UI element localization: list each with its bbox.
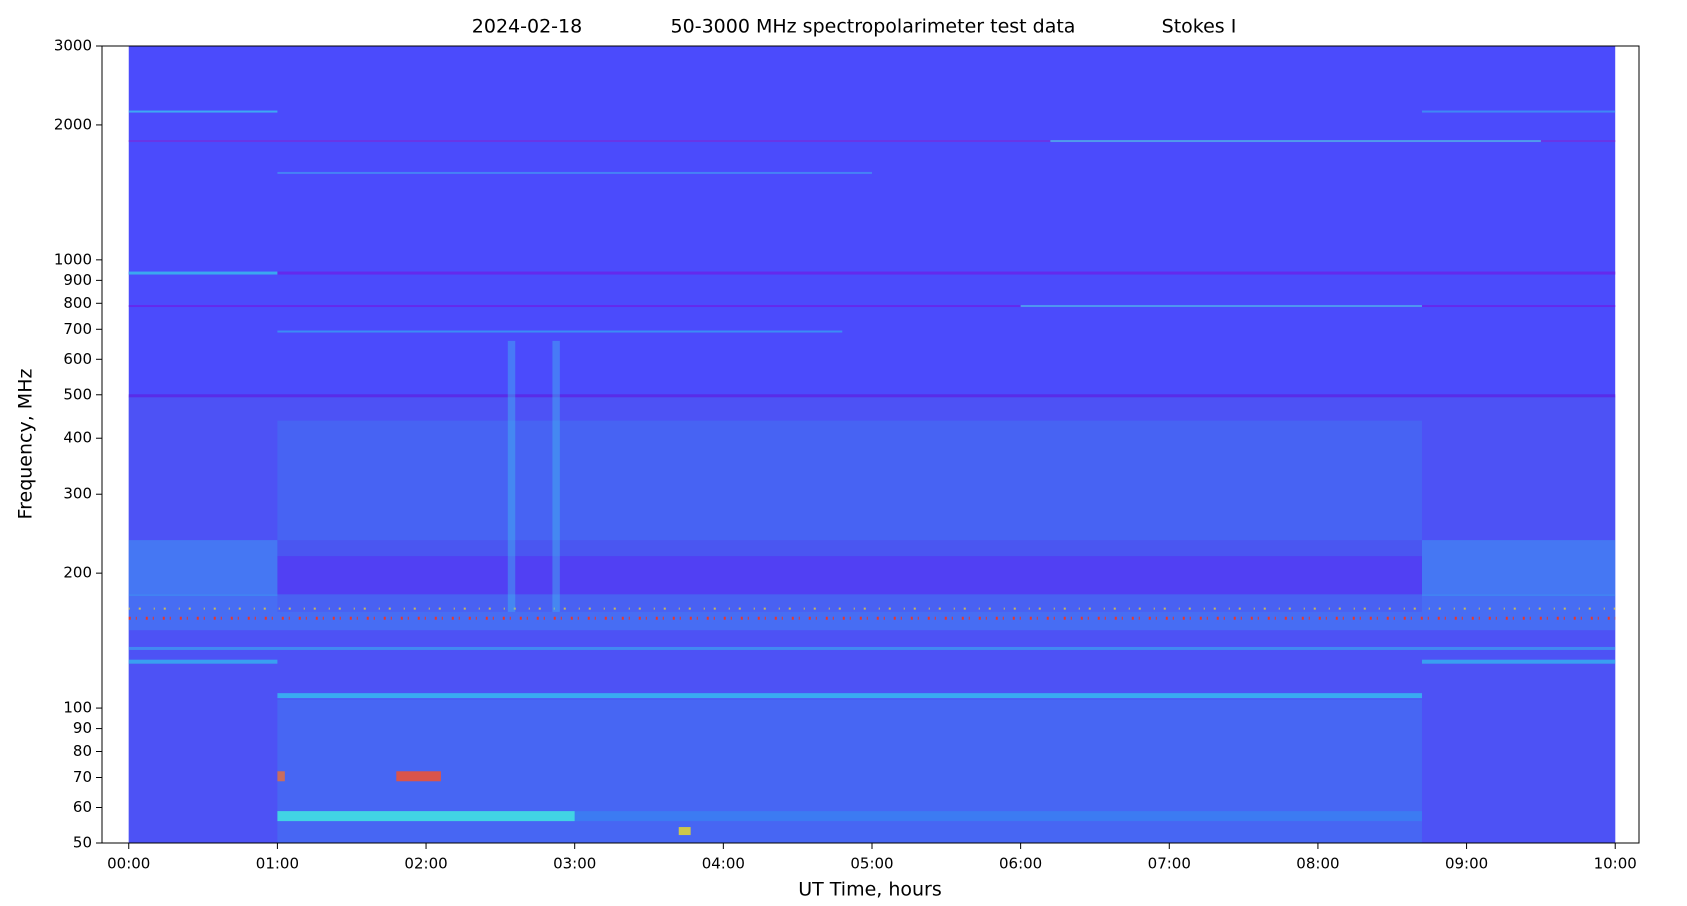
y-tick-label: 200 (63, 564, 92, 582)
spectrogram-band (507, 340, 516, 612)
chart-title-date: 2024-02-18 (472, 16, 582, 38)
spectrogram-band (128, 646, 1616, 650)
spectrogram-band (396, 771, 441, 782)
x-tick-label: 06:00 (999, 855, 1042, 873)
x-tick-label: 03:00 (553, 855, 596, 873)
spectrogram-band (1421, 110, 1616, 113)
y-tick-label: 600 (63, 350, 92, 368)
spectrogram-band (128, 396, 1616, 843)
spectrogram-band (277, 540, 1422, 612)
spectrogram-band (277, 171, 872, 174)
spectrogram-band (574, 811, 1422, 822)
y-tick-label: 800 (63, 294, 92, 312)
plot-frame (101, 45, 1640, 844)
x-tick-label: 10:00 (1594, 855, 1637, 873)
x-tick-label: 02:00 (404, 855, 447, 873)
spectrogram-band (1421, 659, 1616, 664)
spectrogram-band (128, 305, 1616, 308)
x-tick-label: 09:00 (1445, 855, 1488, 873)
y-tick-label: 60 (73, 798, 92, 816)
spectrogram-band (128, 271, 278, 275)
y-tick-label: 900 (63, 271, 92, 289)
chart-title: 50-3000 MHz spectropolarimeter test data (671, 16, 1076, 38)
spectrogram-band (552, 340, 560, 612)
y-axis-label: Frequency, MHz (15, 369, 37, 520)
y-tick-label: 50 (73, 834, 92, 852)
spectrogram-band (678, 827, 691, 836)
y-tick-label: 1000 (54, 250, 92, 268)
y-tick-label: 2000 (54, 115, 92, 133)
y-tick-label: 3000 (54, 37, 92, 55)
y-tick-label: 500 (63, 385, 92, 403)
spectrogram-band (277, 693, 1422, 699)
x-tick-label: 05:00 (850, 855, 893, 873)
x-tick-label: 04:00 (702, 855, 745, 873)
spectrogram-band (277, 330, 843, 333)
spectrogram-band (128, 271, 1616, 275)
x-tick-label: 08:00 (1296, 855, 1339, 873)
spectrogram-band (128, 110, 278, 113)
x-tick-label: 00:00 (107, 855, 150, 873)
y-tick-label: 300 (63, 485, 92, 503)
y-tick-label: 700 (63, 320, 92, 338)
y-tick-label: 80 (73, 742, 92, 760)
x-axis-label: UT Time, hours (798, 879, 942, 901)
spectrogram-band (277, 420, 1422, 557)
spectrogram-band (128, 594, 1616, 631)
spectrogram-band (1050, 140, 1541, 143)
spectrogram-band (277, 811, 575, 822)
spectrogram-band (128, 140, 1616, 143)
spectrogram-band (128, 394, 1616, 398)
spectrogram-band (1421, 540, 1616, 596)
spectrogram-band (1020, 305, 1422, 308)
y-tick-label: 100 (63, 699, 92, 717)
x-tick-label: 01:00 (256, 855, 299, 873)
chart-title-stokes: Stokes I (1162, 16, 1237, 38)
spectrogram-band (128, 540, 278, 596)
x-tick-label: 07:00 (1148, 855, 1191, 873)
y-tick-label: 400 (63, 429, 92, 447)
spectrogram-band (277, 699, 1422, 843)
y-tick-label: 70 (73, 768, 92, 786)
spectrogram-band (128, 659, 278, 664)
spectrogram-band (277, 771, 285, 782)
y-tick-label: 90 (73, 719, 92, 737)
